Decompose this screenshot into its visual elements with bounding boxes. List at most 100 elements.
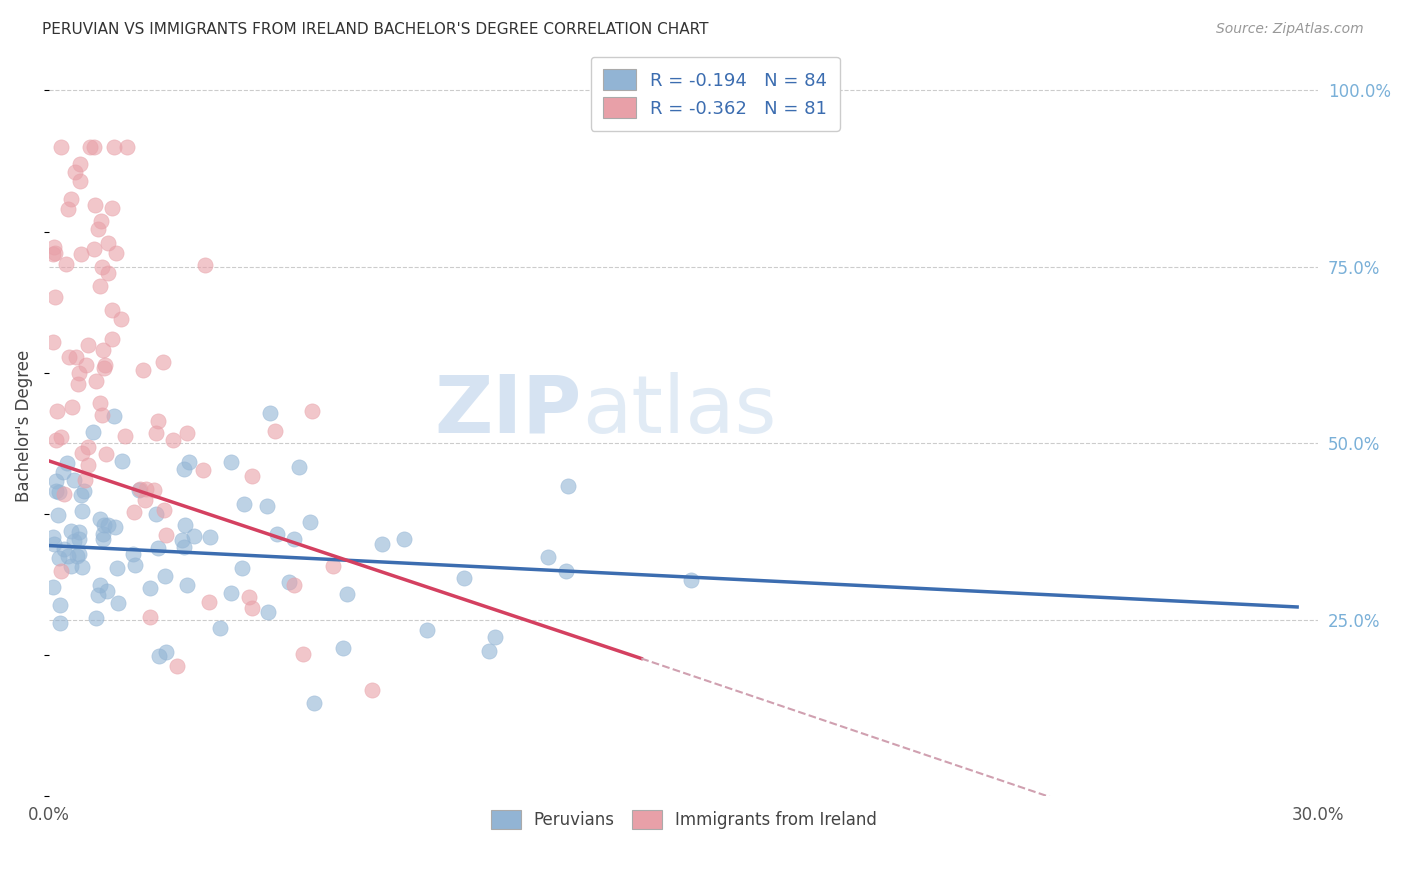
Point <box>60 524 83 538</box>
Point <box>65 351 87 365</box>
Point <box>104 520 127 534</box>
Point <box>73 484 96 499</box>
Point <box>89 512 111 526</box>
Point <box>97 266 120 280</box>
Point <box>361 683 384 698</box>
Point <box>44 246 66 260</box>
Point <box>55 257 77 271</box>
Point <box>89 577 111 591</box>
Point <box>283 532 305 546</box>
Point <box>70 560 93 574</box>
Point <box>299 515 322 529</box>
Point <box>49 564 72 578</box>
Point <box>63 533 86 548</box>
Point <box>96 583 118 598</box>
Point <box>53 486 76 500</box>
Point <box>208 621 231 635</box>
Point <box>146 541 169 555</box>
Point <box>91 343 114 358</box>
Point <box>264 424 287 438</box>
Point <box>111 454 134 468</box>
Point <box>183 528 205 542</box>
Text: Source: ZipAtlas.com: Source: ZipAtlas.com <box>1216 22 1364 37</box>
Point <box>259 406 281 420</box>
Point <box>238 590 260 604</box>
Point <box>77 337 100 351</box>
Point <box>219 586 242 600</box>
Point <box>115 140 138 154</box>
Point <box>48 484 70 499</box>
Point <box>97 517 120 532</box>
Point <box>145 425 167 440</box>
Point <box>46 508 69 523</box>
Point <box>103 140 125 154</box>
Point <box>83 242 105 256</box>
Point <box>162 433 184 447</box>
Point <box>93 517 115 532</box>
Point <box>69 157 91 171</box>
Text: ZIP: ZIP <box>434 372 582 450</box>
Point <box>170 533 193 547</box>
Point <box>66 377 89 392</box>
Point <box>146 414 169 428</box>
Point <box>45 483 67 498</box>
Point <box>89 395 111 409</box>
Point <box>79 140 101 154</box>
Point <box>60 400 83 414</box>
Point <box>42 240 65 254</box>
Y-axis label: Bachelor's Degree: Bachelor's Degree <box>15 350 32 501</box>
Point <box>105 246 128 260</box>
Point <box>110 311 132 326</box>
Point <box>42 246 65 260</box>
Point <box>70 488 93 502</box>
Point <box>233 497 256 511</box>
Point <box>60 192 83 206</box>
Point <box>66 549 89 563</box>
Point <box>44 537 66 551</box>
Point <box>240 469 263 483</box>
Point <box>114 429 136 443</box>
Point <box>155 645 177 659</box>
Point <box>97 236 120 251</box>
Point <box>91 527 114 541</box>
Point <box>322 559 344 574</box>
Point <box>42 335 65 350</box>
Point <box>101 201 124 215</box>
Point <box>60 558 83 573</box>
Point <box>283 578 305 592</box>
Point <box>52 465 75 479</box>
Point <box>176 426 198 441</box>
Point <box>135 482 157 496</box>
Point <box>48 550 70 565</box>
Point <box>42 530 65 544</box>
Point <box>537 549 560 564</box>
Point <box>42 580 65 594</box>
Point <box>679 574 702 588</box>
Point <box>394 533 416 547</box>
Point <box>56 456 79 470</box>
Point <box>82 425 104 439</box>
Point <box>76 440 98 454</box>
Point <box>107 596 129 610</box>
Point <box>89 279 111 293</box>
Point <box>84 198 107 212</box>
Point <box>69 174 91 188</box>
Point <box>453 571 475 585</box>
Point <box>70 446 93 460</box>
Point <box>174 518 197 533</box>
Point <box>67 532 90 546</box>
Point <box>145 507 167 521</box>
Point <box>173 541 195 555</box>
Point <box>75 358 97 372</box>
Point <box>278 574 301 589</box>
Point <box>49 599 72 613</box>
Point <box>148 648 170 663</box>
Point <box>176 578 198 592</box>
Point <box>139 610 162 624</box>
Point <box>128 483 150 498</box>
Point <box>105 561 128 575</box>
Point <box>555 564 578 578</box>
Point <box>53 542 76 557</box>
Point <box>155 527 177 541</box>
Point <box>63 473 86 487</box>
